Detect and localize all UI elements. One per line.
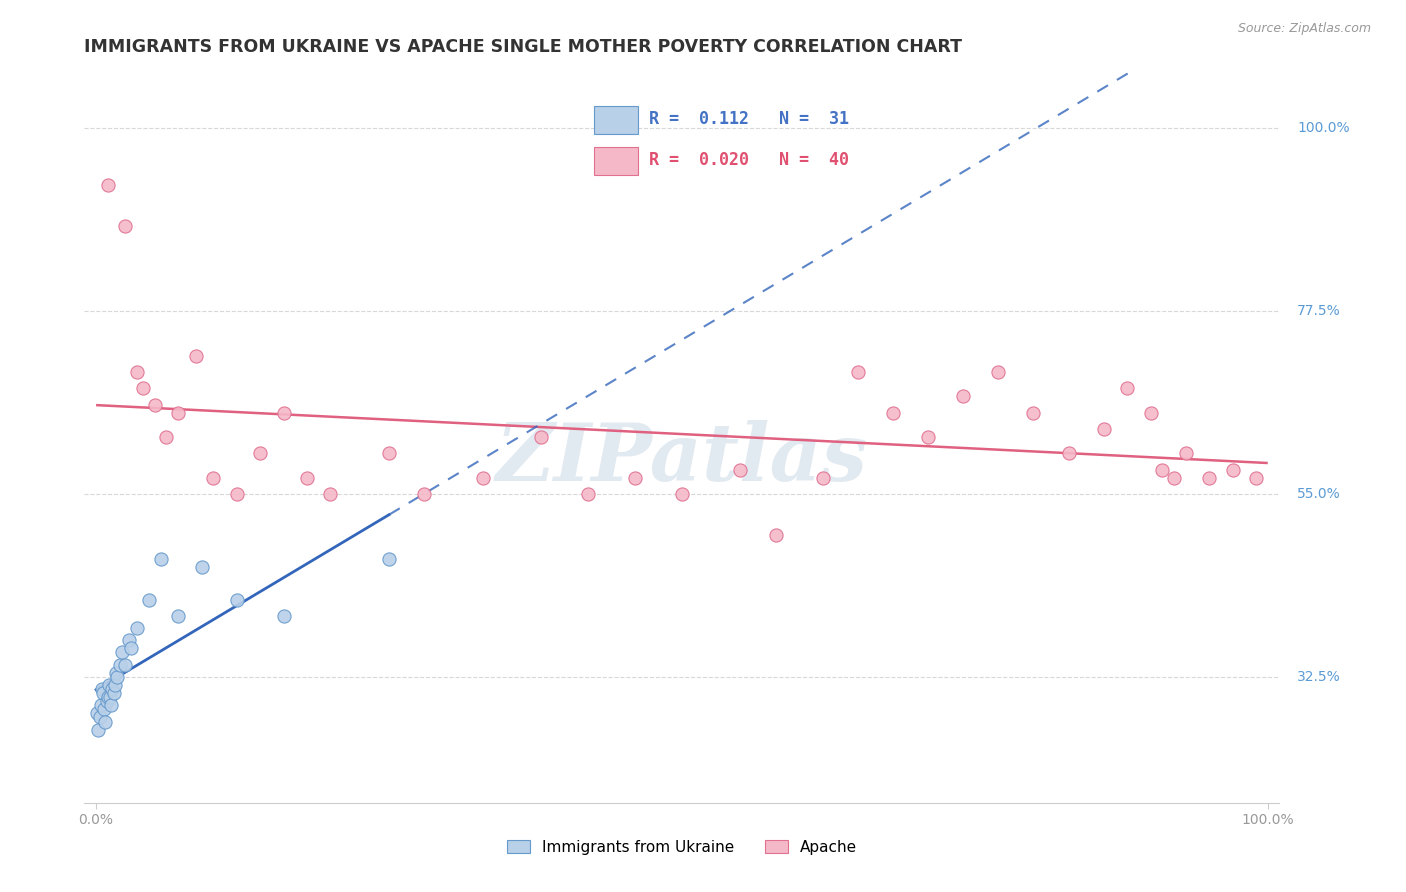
Point — [104, 678, 127, 692]
Point — [273, 406, 295, 420]
Point — [94, 714, 117, 729]
Point — [108, 657, 131, 672]
Point — [378, 446, 401, 460]
Point — [105, 665, 127, 680]
Point — [273, 608, 295, 623]
Point — [86, 706, 108, 721]
Point — [202, 471, 225, 485]
Point — [1116, 381, 1139, 395]
Text: 100.0%: 100.0% — [1298, 121, 1350, 136]
Point — [101, 681, 124, 696]
Point — [98, 690, 121, 705]
Point — [730, 462, 752, 476]
Point — [149, 552, 172, 566]
Point — [530, 430, 553, 444]
Point — [295, 471, 318, 485]
Point — [225, 487, 247, 501]
Point — [93, 702, 115, 716]
Point — [846, 365, 869, 379]
Point — [120, 641, 142, 656]
Point — [190, 560, 212, 574]
Point — [952, 389, 974, 403]
Point — [114, 219, 136, 233]
Point — [987, 365, 1010, 379]
Point — [1092, 422, 1115, 436]
Point — [1244, 471, 1267, 485]
Point — [103, 686, 125, 700]
Text: 55.0%: 55.0% — [1298, 487, 1341, 501]
Text: ZIPatlas: ZIPatlas — [496, 420, 868, 498]
Point — [132, 381, 155, 395]
Point — [155, 430, 177, 444]
Point — [87, 723, 110, 737]
Bar — [595, 147, 638, 175]
Point — [1222, 462, 1244, 476]
Point — [127, 621, 149, 635]
Point — [1163, 471, 1185, 485]
Point — [319, 487, 342, 501]
Text: Source: ZipAtlas.com: Source: ZipAtlas.com — [1237, 22, 1371, 36]
Point — [111, 645, 134, 659]
Point — [167, 406, 190, 420]
Text: R =  0.112   N =  31: R = 0.112 N = 31 — [650, 110, 849, 128]
Point — [1022, 406, 1045, 420]
Point — [97, 178, 120, 193]
Point — [765, 527, 787, 541]
Legend: Immigrants from Ukraine, Apache: Immigrants from Ukraine, Apache — [501, 834, 863, 861]
Point — [96, 694, 118, 708]
Point — [143, 398, 166, 412]
Point — [89, 710, 111, 724]
Point — [105, 670, 128, 684]
Point — [100, 698, 122, 713]
Point — [811, 471, 834, 485]
Point — [184, 349, 207, 363]
Point — [91, 686, 114, 700]
Point — [225, 592, 247, 607]
Point — [413, 487, 436, 501]
Point — [624, 471, 647, 485]
Text: IMMIGRANTS FROM UKRAINE VS APACHE SINGLE MOTHER POVERTY CORRELATION CHART: IMMIGRANTS FROM UKRAINE VS APACHE SINGLE… — [84, 38, 962, 56]
Text: R =  0.020   N =  40: R = 0.020 N = 40 — [650, 151, 849, 169]
Point — [1057, 446, 1080, 460]
Point — [167, 608, 190, 623]
Point — [97, 690, 120, 705]
Point — [917, 430, 939, 444]
Point — [118, 633, 141, 648]
Point — [882, 406, 904, 420]
Point — [90, 698, 112, 713]
Point — [114, 657, 136, 672]
Point — [671, 487, 693, 501]
Point — [1139, 406, 1161, 420]
Point — [471, 471, 494, 485]
Text: 32.5%: 32.5% — [1298, 670, 1341, 684]
Point — [138, 592, 160, 607]
Point — [90, 681, 114, 696]
Bar — [595, 106, 638, 134]
Point — [98, 678, 120, 692]
Point — [1198, 471, 1220, 485]
Point — [127, 365, 149, 379]
Point — [249, 446, 271, 460]
Point — [1174, 446, 1197, 460]
Text: 77.5%: 77.5% — [1298, 304, 1341, 318]
Point — [1152, 462, 1174, 476]
Point — [576, 487, 599, 501]
Point — [378, 552, 401, 566]
